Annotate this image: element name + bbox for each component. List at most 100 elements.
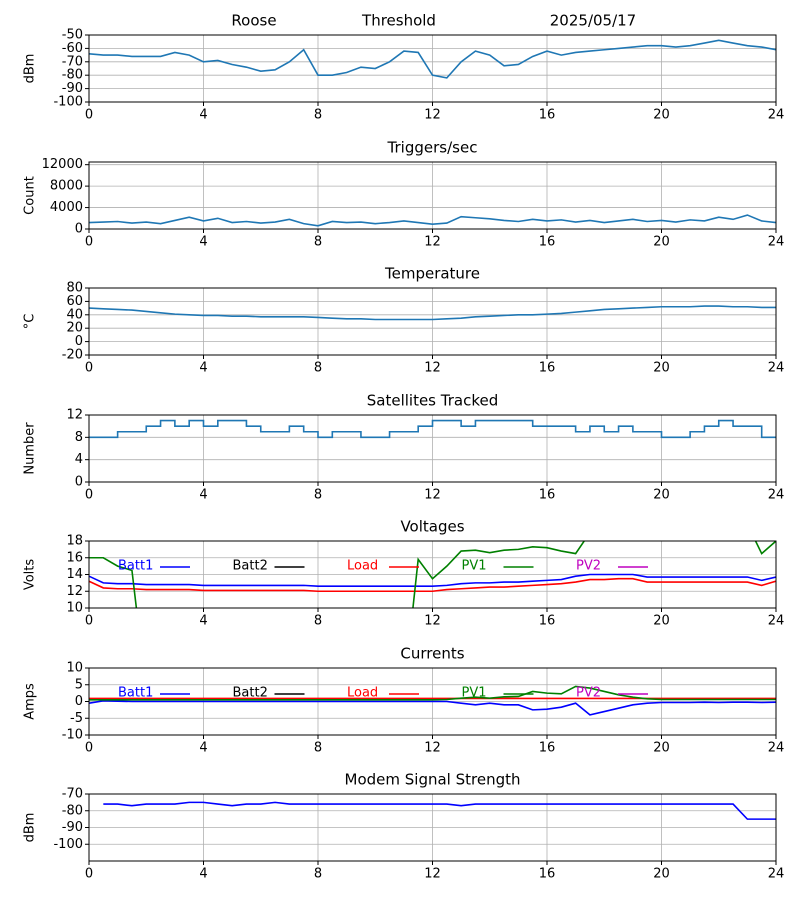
- x-tick-label: 8: [314, 361, 322, 376]
- y-tick-label: 40: [66, 307, 83, 322]
- axes-frame: [88, 540, 777, 609]
- legend-label: Load: [347, 686, 378, 701]
- y-axis-label: Count: [23, 176, 38, 215]
- x-tick-label: 0: [85, 614, 93, 629]
- x-tick-label: 8: [314, 488, 322, 503]
- y-tick-label: -70: [62, 787, 83, 802]
- x-tick-label: 16: [539, 867, 556, 882]
- y-tick-label: 0: [75, 475, 83, 490]
- x-tick-label: 20: [653, 614, 670, 629]
- x-tick-label: 20: [653, 488, 670, 503]
- x-tick-label: 12: [424, 361, 441, 376]
- legend-label: Load: [347, 559, 378, 574]
- x-tick-label: 24: [768, 614, 785, 629]
- y-tick-label: 10: [66, 661, 83, 676]
- legend-label: PV2: [576, 559, 601, 574]
- y-tick-label: -80: [62, 68, 83, 83]
- legend-label: Batt1: [118, 686, 153, 701]
- x-tick-label: 4: [199, 108, 207, 123]
- x-tick-label: 0: [85, 235, 93, 250]
- x-tick-label: 4: [199, 235, 207, 250]
- y-tick-label: 14: [66, 567, 83, 582]
- chart-title: Temperature: [384, 265, 480, 283]
- axes-frame: [88, 161, 777, 230]
- series-line: [89, 214, 776, 227]
- y-tick-label: -60: [62, 41, 83, 56]
- x-tick-label: 8: [314, 867, 322, 882]
- axes-frame: [88, 414, 777, 483]
- chart-title: Roose: [231, 12, 276, 30]
- y-tick-label: -90: [62, 81, 83, 96]
- series-line: [89, 305, 776, 321]
- y-tick-label: -100: [53, 837, 83, 852]
- y-tick-label: 80: [66, 281, 83, 296]
- y-tick-label: -80: [62, 803, 83, 818]
- y-tick-label: 4: [75, 452, 83, 467]
- x-tick-label: 20: [653, 867, 670, 882]
- x-tick-label: 4: [199, 867, 207, 882]
- y-tick-label: -10: [62, 728, 83, 743]
- legend-label: PV2: [576, 686, 601, 701]
- x-tick-label: 20: [653, 235, 670, 250]
- x-tick-label: 12: [424, 488, 441, 503]
- y-axis-label: °C: [23, 314, 38, 330]
- y-tick-label: -100: [53, 95, 83, 110]
- y-tick-label: 12: [66, 408, 83, 423]
- series-line: [89, 419, 776, 439]
- x-tick-label: 20: [653, 361, 670, 376]
- y-tick-label: -90: [62, 820, 83, 835]
- y-tick-label: 0: [75, 334, 83, 349]
- x-tick-label: 8: [314, 741, 322, 756]
- y-tick-label: -70: [62, 54, 83, 69]
- x-tick-label: 24: [768, 108, 785, 123]
- x-tick-label: 0: [85, 867, 93, 882]
- x-tick-label: 0: [85, 108, 93, 123]
- axes-frame: [88, 793, 777, 862]
- x-tick-label: 20: [653, 108, 670, 123]
- x-tick-label: 16: [539, 235, 556, 250]
- y-tick-label: 12: [66, 584, 83, 599]
- x-tick-label: 12: [424, 741, 441, 756]
- x-tick-label: 4: [199, 361, 207, 376]
- x-tick-label: 24: [768, 867, 785, 882]
- x-tick-label: 8: [314, 614, 322, 629]
- x-tick-label: 8: [314, 108, 322, 123]
- series-line: [89, 541, 776, 608]
- axes-frame: [88, 667, 777, 736]
- series-line: [89, 39, 776, 79]
- y-tick-label: 20: [66, 321, 83, 336]
- y-axis-label: Volts: [23, 559, 38, 591]
- legend-label: Batt1: [118, 559, 153, 574]
- x-tick-label: 24: [768, 361, 785, 376]
- y-tick-label: 0: [75, 694, 83, 709]
- series-line: [89, 685, 776, 701]
- x-tick-label: 8: [314, 235, 322, 250]
- axes-frame: [88, 287, 777, 356]
- x-tick-label: 4: [199, 614, 207, 629]
- x-tick-label: 16: [539, 361, 556, 376]
- y-tick-label: 0: [75, 222, 83, 237]
- y-tick-label: 16: [66, 550, 83, 565]
- legend-label: PV1: [462, 686, 487, 701]
- y-tick-label: 8: [75, 430, 83, 445]
- legend-label: Batt2: [233, 559, 268, 574]
- x-tick-label: 20: [653, 741, 670, 756]
- x-tick-label: 16: [539, 488, 556, 503]
- series-line: [103, 801, 776, 820]
- x-tick-label: 12: [424, 614, 441, 629]
- x-tick-label: 4: [199, 488, 207, 503]
- x-tick-label: 0: [85, 741, 93, 756]
- series-line: [89, 573, 776, 588]
- y-tick-label: 12000: [42, 157, 83, 172]
- x-tick-label: 0: [85, 488, 93, 503]
- x-tick-label: 0: [85, 361, 93, 376]
- legend-label: PV1: [462, 559, 487, 574]
- x-tick-label: 4: [199, 741, 207, 756]
- x-tick-label: 24: [768, 741, 785, 756]
- y-tick-label: 10: [66, 601, 83, 616]
- y-tick-label: 60: [66, 294, 83, 309]
- y-tick-label: -5: [70, 711, 83, 726]
- x-tick-label: 12: [424, 867, 441, 882]
- y-tick-label: 4000: [50, 200, 83, 215]
